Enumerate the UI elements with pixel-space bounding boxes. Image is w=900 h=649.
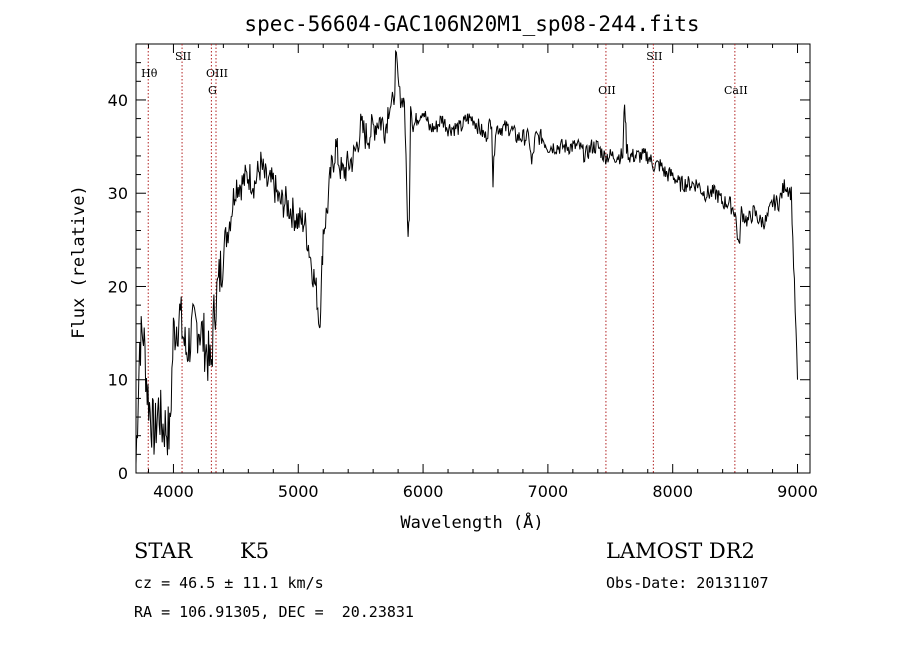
- spectral-line-label: OII: [598, 84, 616, 97]
- spectrum-line: [135, 49, 798, 465]
- spectral-line-label: CaII: [724, 84, 748, 97]
- survey-name: LAMOST DR2: [606, 539, 755, 563]
- spectral-line-label: SII: [175, 50, 191, 63]
- y-tick-label: 10: [108, 371, 128, 390]
- spectral-line-label: Hθ: [141, 67, 158, 80]
- spectral-line-label: OIII: [206, 67, 228, 80]
- y-tick-label: 0: [118, 464, 128, 483]
- y-axis-label: Flux (relative): [69, 185, 89, 339]
- x-tick-label: 6000: [403, 482, 444, 501]
- y-tick-label: 20: [108, 277, 128, 296]
- observation-date: Obs-Date: 20131107: [606, 574, 769, 592]
- x-tick-label: 9000: [777, 482, 818, 501]
- spectrum-series: [135, 49, 798, 465]
- object-subclass: K5: [240, 539, 270, 563]
- x-tick-label: 8000: [652, 482, 693, 501]
- y-tick-label: 40: [108, 91, 128, 110]
- x-tick-label: 7000: [528, 482, 569, 501]
- y-tick-label: 30: [108, 184, 128, 203]
- axis-ticks: 4000 5000 6000 7000 8000 9000 0 10 20 30 40: [108, 44, 818, 501]
- x-axis-label: Wavelength (Å): [400, 511, 543, 533]
- chart-title: spec-56604-GAC106N20M1_sp08-244.fits: [244, 12, 699, 36]
- spectral-line-markers: Hθ SII OIII G OII SII CaII: [141, 44, 748, 473]
- x-tick-label: 4000: [153, 482, 194, 501]
- sky-coordinates: RA = 106.91305, DEC = 20.23831: [134, 603, 414, 621]
- plot-frame: [135, 43, 811, 474]
- redshift-cz: cz = 46.5 ± 11.1 km/s: [134, 574, 324, 592]
- spectral-line-label: G: [208, 84, 217, 97]
- object-class: STAR: [134, 539, 193, 563]
- spectral-line-label: SII: [646, 50, 662, 63]
- x-tick-label: 5000: [278, 482, 319, 501]
